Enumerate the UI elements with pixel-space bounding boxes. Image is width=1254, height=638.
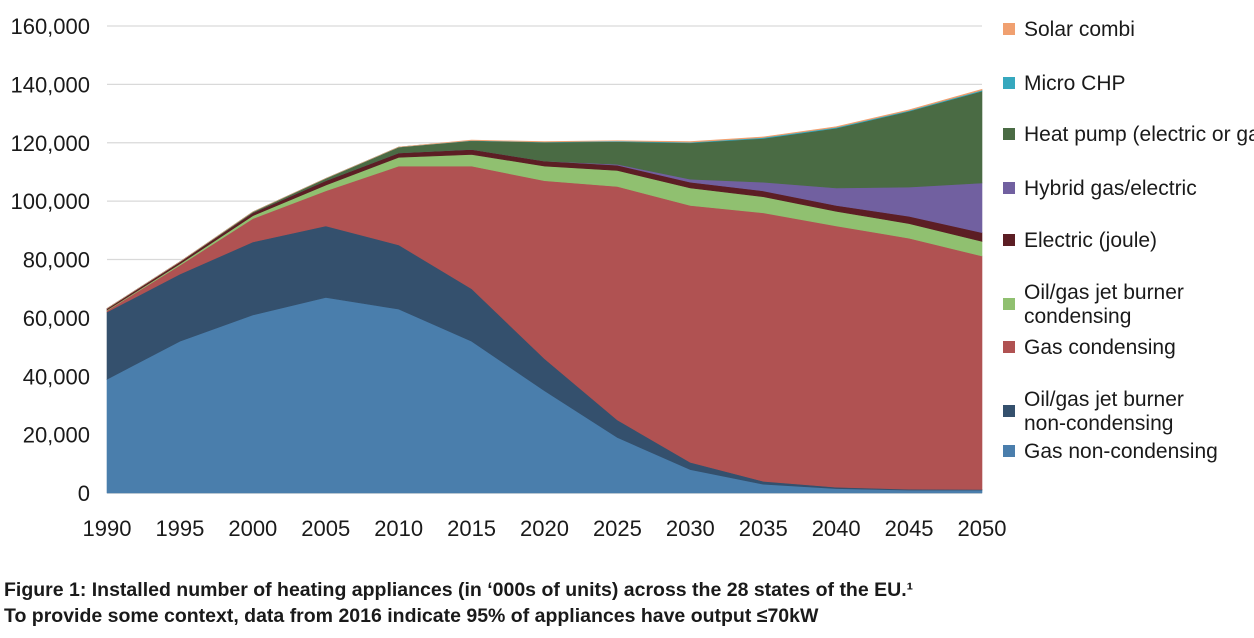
legend-label: Oil/gas jet burner: [1024, 281, 1184, 304]
legend-swatch: [1003, 405, 1015, 417]
y-tick-label: 20,000: [23, 423, 90, 448]
figure-caption: Figure 1: Installed number of heating ap…: [4, 577, 1250, 629]
legend-label: Solar combi: [1024, 18, 1135, 41]
x-tick-label: 2000: [228, 516, 277, 541]
x-tick-label: 2015: [447, 516, 496, 541]
legend-label: Electric (joule): [1024, 229, 1157, 252]
legend-label: Oil/gas jet burner: [1024, 388, 1184, 411]
y-tick-label: 40,000: [23, 364, 90, 389]
y-tick-label: 0: [78, 481, 90, 506]
x-tick-label: 2010: [374, 516, 423, 541]
x-tick-label: 2040: [812, 516, 861, 541]
x-tick-label: 2020: [520, 516, 569, 541]
y-tick-label: 160,000: [10, 14, 90, 39]
legend-swatch: [1003, 445, 1015, 457]
y-tick-label: 100,000: [10, 189, 90, 214]
x-tick-label: 2025: [593, 516, 642, 541]
y-axis-ticks: 0 20,000 40,000 60,000 80,000 100,000 120,000 1…: [10, 14, 90, 506]
legend-swatch: [1003, 128, 1015, 140]
x-tick-label: 1990: [83, 516, 132, 541]
legend-swatch: [1003, 234, 1015, 246]
legend-label: condensing: [1024, 305, 1131, 328]
legend-label: Heat pump (electric or gas): [1024, 123, 1254, 146]
caption-line-2: To provide some context, data from 2016 …: [4, 605, 819, 627]
y-tick-label: 120,000: [10, 131, 90, 156]
legend-swatch: [1003, 298, 1015, 310]
legend-label: Gas condensing: [1024, 336, 1176, 359]
caption-line-1: Figure 1: Installed number of heating ap…: [4, 579, 914, 601]
y-tick-label: 60,000: [23, 306, 90, 331]
x-tick-label: 2035: [739, 516, 788, 541]
legend-swatch: [1003, 341, 1015, 353]
x-tick-label: 2030: [666, 516, 715, 541]
x-tick-label: 2005: [301, 516, 350, 541]
legend-label: Hybrid gas/electric: [1024, 177, 1197, 200]
legend-label: Gas non-condensing: [1024, 440, 1218, 463]
legend: Solar combi Micro CHP Heat pump (electric …: [1003, 18, 1254, 463]
x-tick-label: 2045: [885, 516, 934, 541]
area-solar-combi: [106, 88, 983, 309]
legend-swatch: [1003, 23, 1015, 35]
y-tick-label: 140,000: [10, 72, 90, 97]
area-series: [106, 88, 983, 494]
legend-swatch: [1003, 77, 1015, 89]
x-axis-ticks: 1990 1995 2000 2005 2010 2015 2020 2025 2030 2035…: [83, 516, 1007, 541]
y-tick-label: 80,000: [23, 248, 90, 273]
legend-label: Micro CHP: [1024, 72, 1126, 95]
x-tick-label: 2050: [958, 516, 1007, 541]
legend-label: non-condensing: [1024, 412, 1173, 435]
x-tick-label: 1995: [155, 516, 204, 541]
legend-swatch: [1003, 182, 1015, 194]
stacked-area-chart: 0 20,000 40,000 60,000 80,000 100,000 120,000 1…: [10, 14, 1254, 541]
